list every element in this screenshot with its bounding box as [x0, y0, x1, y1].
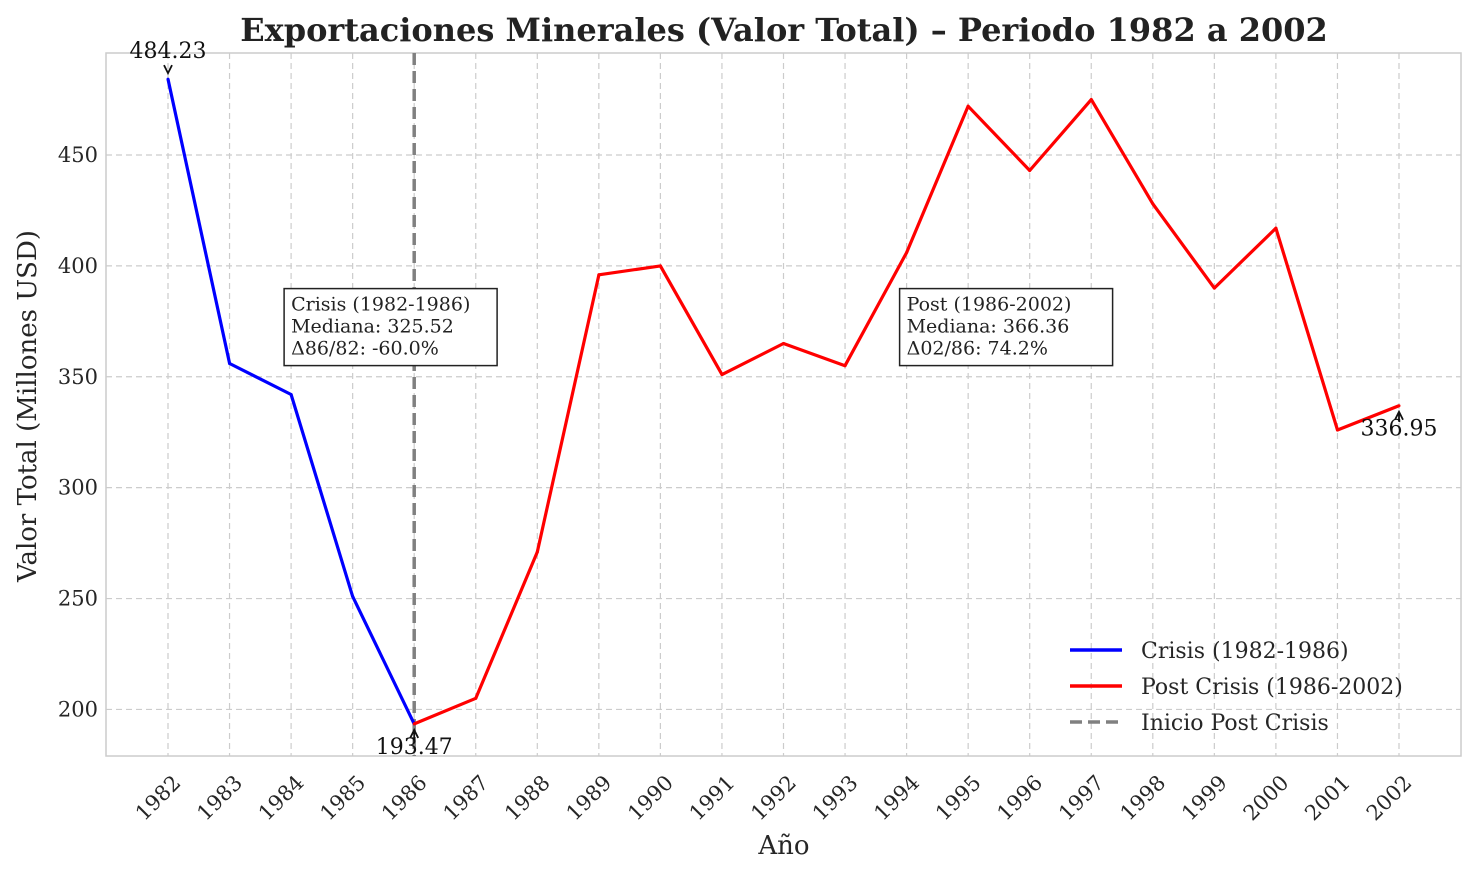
- series-2-point: [966, 104, 970, 108]
- point-label: 193.47: [376, 735, 453, 760]
- series-2-point: [720, 373, 724, 377]
- y-axis-label: Valor Total (Millones USD): [13, 230, 43, 583]
- series-1-point: [351, 594, 355, 598]
- series-2-point: [1028, 169, 1032, 173]
- series-2-point: [843, 364, 847, 368]
- series-1-point: [228, 361, 232, 365]
- series-2-point: [658, 264, 662, 268]
- point-label-arrow: [163, 64, 173, 76]
- point-label: 336.95: [1361, 417, 1438, 442]
- legend-label: Inicio Post Crisis: [1141, 711, 1329, 736]
- y-tick-label: 450: [58, 143, 98, 167]
- x-axis-label: Año: [757, 831, 809, 861]
- stats-box-line: Δ02/86: 74.2%: [907, 338, 1048, 360]
- point-label-arrow: [409, 727, 420, 740]
- stats-box-line: Post (1986-2002): [907, 294, 1072, 316]
- point-label-arrow: [1394, 409, 1404, 422]
- stats-box-line: Mediana: 366.36: [907, 316, 1070, 338]
- stats-box: [898, 287, 1114, 367]
- stats-box-line: Crisis (1982-1986): [291, 294, 470, 316]
- y-tick-label: 250: [58, 587, 98, 611]
- series-2-point: [1274, 226, 1278, 230]
- series-2-point: [597, 273, 601, 277]
- series-2-point: [412, 722, 416, 726]
- y-tick-label: 400: [58, 254, 98, 278]
- series-2-point: [1335, 428, 1339, 432]
- y-tick-label: 300: [58, 476, 98, 500]
- y-tick-label: 350: [58, 365, 98, 389]
- series-2-point: [1397, 404, 1401, 408]
- series-2-point: [1151, 202, 1155, 206]
- stats-box-line: Δ86/82: -60.0%: [291, 338, 439, 360]
- series-2-point: [474, 696, 478, 700]
- series-2-point: [1212, 286, 1216, 290]
- legend: Crisis (1982-1986) Post Crisis (1986-2002…: [1070, 639, 1403, 736]
- stats-box: [283, 287, 498, 367]
- series-2-point: [905, 251, 909, 255]
- series-1-point: [289, 393, 293, 397]
- point-label: 484.23: [130, 39, 207, 64]
- y-tick-label: 200: [58, 697, 98, 721]
- legend-label: Post Crisis (1986-2002): [1141, 675, 1403, 700]
- plot-area: [166, 53, 1401, 756]
- series-2-point: [1089, 98, 1093, 102]
- stats-box-line: Mediana: 325.52: [291, 316, 454, 338]
- series-2-point: [535, 550, 539, 554]
- series-1-point: [166, 77, 170, 81]
- chart-title: Exportaciones Minerales (Valor Total) – …: [240, 11, 1328, 49]
- series-2-point: [782, 342, 785, 346]
- legend-label: Crisis (1982-1986): [1141, 639, 1349, 664]
